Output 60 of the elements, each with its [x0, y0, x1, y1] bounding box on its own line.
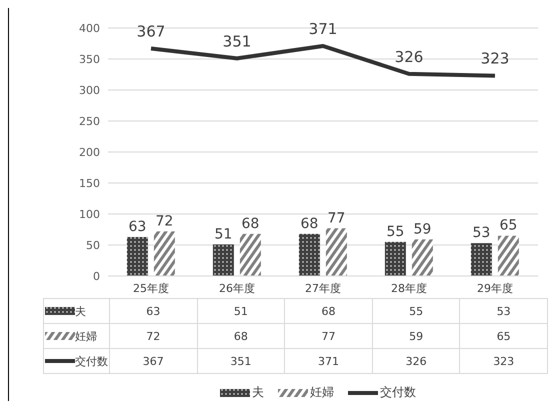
- data-label: 326: [372, 348, 460, 374]
- data-label: 59: [372, 324, 460, 348]
- y-tick-label: 400: [79, 22, 100, 35]
- text: 55: [386, 224, 404, 240]
- data-label: 371: [284, 348, 372, 374]
- text: 妊婦: [310, 385, 334, 399]
- data-label: 55: [372, 298, 460, 324]
- bar: [384, 242, 406, 276]
- x-tick-label: 26年度: [219, 282, 255, 295]
- text: 371: [308, 20, 338, 38]
- bar: [212, 244, 234, 276]
- bar: [298, 234, 320, 276]
- text: 68: [300, 216, 318, 232]
- data-label: 77: [284, 324, 372, 348]
- data-label: 72: [110, 324, 198, 348]
- x-tick-label: 25年度: [133, 282, 169, 295]
- text: 交付数: [380, 385, 416, 399]
- data-label: 65: [460, 324, 548, 348]
- text: 367: [136, 22, 166, 40]
- text: 77: [328, 210, 346, 226]
- bar: [498, 236, 519, 276]
- data-label: 53: [460, 298, 548, 324]
- data-label: 323: [460, 348, 548, 374]
- text: 59: [414, 221, 432, 238]
- x-tick-label: 27年度: [305, 282, 341, 295]
- y-tick-label: 350: [79, 52, 100, 66]
- text: 夫: [252, 385, 264, 399]
- text: 68: [242, 216, 260, 232]
- legend-label: 夫: [74, 304, 87, 318]
- text: 51: [214, 226, 232, 242]
- bar: [470, 243, 492, 276]
- text: 351: [222, 32, 252, 50]
- text: 326: [394, 48, 424, 66]
- bar: [126, 236, 148, 276]
- text: 63: [128, 218, 146, 235]
- data-label: 68: [197, 324, 285, 348]
- bar: [412, 239, 433, 276]
- legend-label: 妊婦: [74, 328, 98, 344]
- x-tick-label: 29年度: [477, 282, 513, 295]
- text: 323: [480, 50, 510, 68]
- legend-label: 交付数: [74, 354, 108, 368]
- text: 65: [500, 218, 518, 234]
- y-tick-label: 50: [86, 238, 100, 252]
- bar: [154, 231, 175, 276]
- x-tick-label: 28年度: [391, 282, 427, 295]
- y-tick-label: 100: [79, 208, 100, 221]
- data-label: 63: [110, 298, 198, 324]
- y-tick-label: 300: [79, 84, 100, 97]
- y-tick-label: 150: [79, 176, 100, 190]
- y-tick-label: 0: [93, 270, 100, 283]
- y-tick-label: 200: [79, 146, 100, 159]
- y-tick-label: 250: [79, 114, 100, 128]
- bar: [326, 228, 347, 276]
- bar: [240, 234, 261, 276]
- text: 53: [472, 225, 490, 242]
- data-label: 351: [197, 348, 285, 374]
- data-label: 68: [284, 298, 372, 324]
- data-label: 51: [197, 298, 285, 324]
- text: 72: [156, 213, 174, 230]
- data-label: 367: [110, 348, 198, 374]
